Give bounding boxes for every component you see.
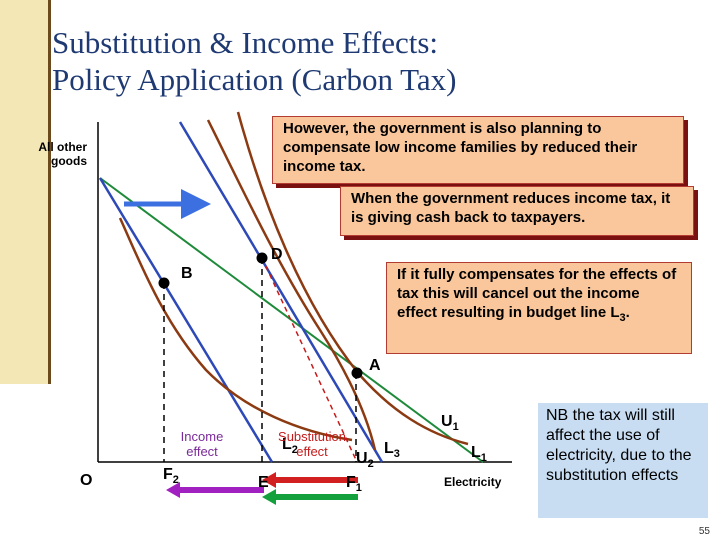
l2-letter: L (282, 436, 292, 453)
point-d-dot (256, 252, 268, 264)
indifference-curve-u2 (118, 217, 353, 442)
curve-u1-label: U1 (441, 413, 459, 433)
callout-cash-back: When the government reduces income tax, … (340, 186, 694, 236)
e-label: E (258, 474, 269, 491)
y-axis-label: All other goods (2, 140, 87, 168)
l2-sub: 2 (291, 444, 298, 457)
title-line-1: Substitution & Income Effects: (52, 25, 439, 60)
u1-letter: U (441, 413, 453, 430)
arrow-left-icon (262, 472, 358, 488)
callout-full-compensation-text: If it fully compensates for the effects … (397, 266, 677, 321)
l3-letter: L (384, 440, 394, 457)
y-axis-label-line-2: goods (51, 154, 87, 168)
arrow-left-icon (262, 489, 358, 505)
f2-sub: 2 (172, 474, 179, 487)
callout-full-compensation-end: . (625, 304, 630, 321)
callout-full-compensation-sub: 3 (619, 312, 626, 324)
f2-letter: F (163, 466, 173, 483)
l3-sub: 3 (393, 448, 400, 461)
l1-letter: L (471, 444, 481, 461)
substitution-effect-label: Substitution effect (266, 429, 358, 459)
x-axis-label: Electricity (444, 475, 502, 489)
y-axis-label-line-1: All other (38, 140, 87, 154)
point-a-label: A (369, 357, 381, 374)
budget-line-l3 (178, 121, 384, 463)
line-l2-label: L2 (282, 436, 298, 456)
f1-label: F1 (346, 474, 362, 494)
callout-compensation: However, the government is also planning… (272, 116, 684, 184)
indifference-curve-u1 (236, 111, 469, 446)
indifference-curve-u3 (206, 119, 377, 451)
nb-note: NB the tax will still affect the use of … (538, 403, 708, 518)
line-l1-label: L1 (471, 444, 487, 464)
substitution-effect-line-1: Substitution (278, 429, 346, 444)
curve-u2-label: U2 (356, 450, 374, 470)
point-a-dot (351, 367, 363, 379)
f2-label: F2 (163, 466, 179, 486)
origin-label: O (80, 472, 93, 489)
page-number: 55 (698, 526, 710, 537)
point-d-label: D (271, 246, 283, 263)
income-effect-line-2: effect (186, 444, 218, 459)
title-line-2: Policy Application (Carbon Tax) (52, 62, 457, 97)
income-effect-label: Income effect (170, 429, 234, 459)
accent-bar (0, 0, 48, 384)
income-effect-line-1: Income (180, 429, 224, 444)
compensated-budget-line (261, 257, 358, 463)
u2-sub: 2 (367, 458, 374, 471)
callout-full-compensation: If it fully compensates for the effects … (386, 262, 692, 354)
l1-sub: 1 (480, 452, 487, 465)
line-l3-label: L3 (384, 440, 400, 460)
accent-bar-edge (48, 0, 51, 384)
u1-sub: 1 (452, 421, 459, 434)
f1-letter: F (346, 474, 356, 491)
arrow-left-icon (166, 482, 264, 498)
budget-line-l1 (99, 177, 484, 463)
point-b-dot (158, 277, 170, 289)
slide-title: Substitution & Income Effects: Policy Ap… (52, 24, 612, 98)
f1-sub: 1 (355, 482, 362, 495)
substitution-effect-line-2: effect (296, 444, 328, 459)
u2-letter: U (356, 450, 368, 467)
budget-line-l2 (98, 177, 274, 463)
point-b-label: B (181, 265, 193, 282)
